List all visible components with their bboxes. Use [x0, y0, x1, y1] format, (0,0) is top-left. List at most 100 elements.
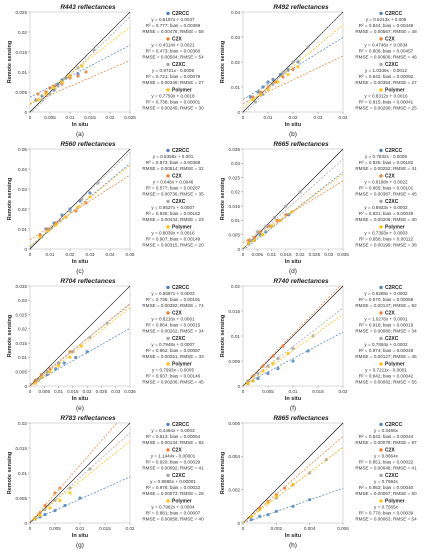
legend-rmse: RMSE = 0.00478; RMSE = 58	[142, 29, 204, 34]
data-point-c2xc	[80, 197, 84, 201]
legend-marker	[379, 285, 383, 290]
y-tick-label: 0.015	[229, 204, 241, 209]
x-tick-label: 0	[242, 526, 245, 531]
x-tick-label: 0.005	[39, 389, 51, 394]
data-point-c2rcc	[78, 496, 82, 500]
x-axis-label: In situ	[285, 122, 301, 128]
legend-r2-bias: R² = 0.937; bias = 0.00146	[146, 374, 201, 379]
fit-line-polymer	[30, 26, 130, 106]
data-point-polymer	[48, 506, 52, 510]
x-tick-label: 0.002	[271, 526, 283, 531]
x-tick-label: 0.025	[309, 252, 321, 257]
data-point-c2rcc	[266, 371, 270, 376]
data-point-c2rcc	[63, 503, 67, 508]
y-tick-label: 0.002	[229, 487, 241, 492]
legend-marker	[379, 88, 383, 92]
panel-label: (g)	[76, 542, 84, 549]
legend-marker	[379, 225, 383, 229]
data-layer	[243, 12, 343, 112]
legend-series-name: Polymer	[385, 362, 405, 368]
y-tick-label: 0.015	[16, 341, 28, 346]
legend-rmse: RMSE = 0.00080; RMSE = 34	[355, 329, 417, 334]
x-tick-label: 0.01	[76, 526, 85, 531]
data-point-polymer	[266, 87, 270, 92]
x-axis-label: In situ	[285, 396, 301, 402]
legend-series-name: C2X	[172, 174, 182, 180]
fit-line-c2rcc	[30, 476, 130, 522]
y-axis-label: Remote sensing	[7, 178, 13, 220]
legend-r2-bias: R² = 0.831; bias = 0.00049	[359, 211, 414, 216]
y-tick-label: 0.005	[229, 233, 241, 238]
data-point-polymer	[247, 241, 251, 245]
legend-series-name: Polymer	[172, 225, 192, 231]
legend-equation: y = 0.3466x	[374, 428, 399, 433]
legend-equation: y = 0.7211x - 0.0001	[365, 368, 407, 373]
y-tick-label: 0.025	[16, 312, 28, 317]
data-point-c2xc	[281, 70, 285, 74]
fit-line-c2rcc	[30, 163, 130, 248]
legend-equation: y = 0.7948x + 0.0007	[151, 342, 195, 347]
x-tick-label: 0.004	[304, 526, 316, 531]
y-tick-label: 0	[24, 110, 27, 115]
x-tick-label: 0.02	[83, 389, 92, 394]
legend-r2-bias: R² = 0.770; bias = 0.00039	[359, 511, 414, 516]
legend-rmse: RMSE = 0.00262; RMSE = 34	[142, 329, 204, 334]
legend-equation: y = 0.9721x - 0.0005	[152, 68, 194, 73]
legend-r2-bias: R² = 0.858; bias = 0.00112	[359, 237, 414, 242]
data-point-c2xc	[45, 370, 49, 374]
fit-line-c2x	[30, 423, 118, 523]
legend-marker	[166, 199, 170, 204]
legend-r2-bias: R² = 0.473; bias = 0.00360	[146, 49, 201, 54]
legend-marker	[166, 37, 170, 41]
legend-r2-bias: R² = 0.864; bias = 0.00015	[146, 323, 201, 328]
legend-equation: y = 0.4746x + 0.0034	[364, 43, 408, 48]
chart-panel-7: R783 reflectances 0 0.005 0.01 0.015 0.02 0 0.0…	[7, 415, 204, 549]
legend-r2-bias: R² = 0.777; bias = 0.00369	[146, 23, 201, 28]
legend-series-name: C2X	[385, 448, 395, 454]
legend-rmse: RMSE = 0.00382; RMSE = 74	[142, 303, 204, 308]
x-axis-label: In situ	[72, 122, 88, 128]
fit-line-c2x	[30, 60, 130, 104]
y-tick-label: 0	[237, 384, 240, 389]
panel-label: (b)	[289, 131, 297, 138]
data-point-polymer	[39, 375, 44, 380]
y-tick-label: 0.025	[16, 10, 28, 15]
y-axis-label: Remote sensing	[220, 41, 226, 83]
chart-title: R704 reflectances	[60, 278, 116, 285]
data-point-c2x	[275, 218, 279, 223]
legend-equation: y = 0.8312x + 0.0016	[364, 94, 408, 99]
data-point-c2x	[84, 70, 88, 74]
data-point-c2x	[281, 75, 285, 79]
legend-r2-bias: R² = 0.738; bias = 0.00001	[146, 100, 201, 105]
panel-label: (h)	[289, 542, 297, 549]
legend-r2-bias: R² = 0.842; bias = 0.00092	[359, 74, 414, 79]
one-to-one-line	[242, 422, 344, 524]
legend-series-name: C2RCC	[172, 148, 190, 154]
data-point-c2xc	[284, 204, 288, 208]
x-tick-label: 0	[29, 252, 32, 257]
legend-marker	[379, 336, 383, 341]
legend-marker	[379, 62, 383, 67]
x-tick-label: 0.03	[86, 252, 95, 257]
legend-r2-bias: R² = 0.608; bias = 0.00457	[359, 49, 414, 54]
x-axis-label: In situ	[72, 533, 88, 539]
legend-equation: y = 0.648x + 0.0046	[153, 180, 194, 185]
x-tick-label: 0	[242, 389, 245, 394]
x-axis-label: In situ	[72, 396, 88, 402]
data-point-polymer	[38, 513, 42, 518]
y-tick-label: 0.005	[229, 359, 241, 364]
y-tick-label: 0.025	[229, 175, 241, 180]
data-point-c2x	[53, 491, 57, 495]
legend-rmse: RMSE = 0.00252; RMSE = 41	[355, 166, 417, 171]
legend-series-name: C2RCC	[385, 422, 403, 428]
legend-rmse: RMSE = 0.00206; RMSE = 30	[355, 217, 417, 222]
data-point-c2rcc	[45, 372, 49, 377]
data-point-c2x	[291, 67, 295, 72]
x-tick-label: 0.015	[99, 526, 111, 531]
data-point-polymer	[269, 224, 274, 228]
x-tick-label: 0.01	[264, 115, 273, 120]
panel-label: (e)	[76, 405, 84, 412]
legend-rmse: RMSE = 0.00058; RMSE = 40	[142, 517, 204, 522]
y-tick-label: 0.006	[229, 421, 241, 426]
data-layer	[30, 303, 130, 386]
